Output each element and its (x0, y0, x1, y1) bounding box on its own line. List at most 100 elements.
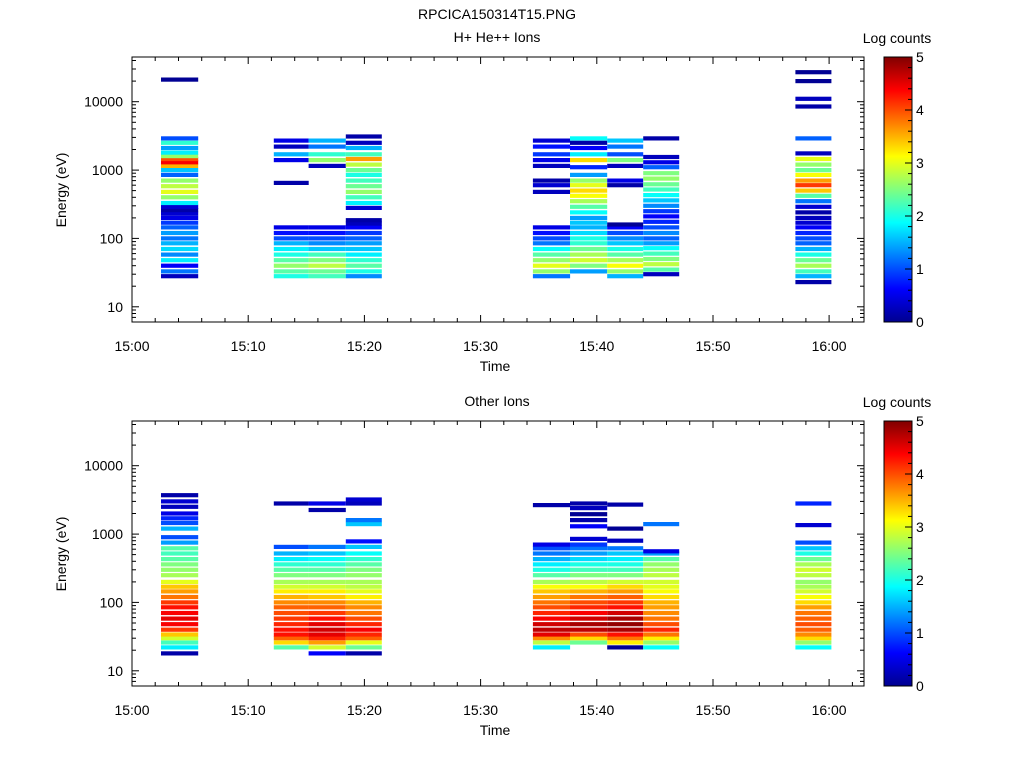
heatmap-cell (607, 502, 644, 507)
heatmap-cell (795, 204, 832, 209)
x-axis: 15:00 15:10 15:20 15:30 15:40 15:50 16:00 (114, 421, 853, 718)
x-tick-label: 15:40 (579, 338, 614, 354)
heatmap-cell (570, 518, 608, 523)
heatmap-cell (308, 258, 346, 263)
colorbar (883, 420, 913, 687)
heatmap-cell (345, 172, 382, 177)
heatmap-cell (273, 557, 309, 562)
heatmap-cell (795, 136, 832, 141)
heatmap-cell (570, 627, 608, 632)
heatmap-cell (607, 269, 644, 274)
heatmap-cell (795, 193, 832, 198)
y-tick-label: 100 (100, 594, 124, 610)
heatmap-cell (643, 610, 680, 616)
heatmap-cell (308, 252, 346, 257)
heatmap-cell (273, 622, 309, 627)
heatmap-cell (795, 600, 832, 605)
heatmap-cell (532, 138, 571, 143)
heatmap-cell (570, 589, 608, 594)
heatmap-cell (795, 220, 832, 225)
heatmap-cell (273, 645, 309, 650)
heatmap-cell (345, 610, 382, 616)
heatmap-cell (161, 150, 199, 155)
heatmap-cell (532, 274, 571, 279)
heatmap-cell (570, 246, 608, 252)
heatmap-cell (161, 225, 199, 230)
heatmap-cell (570, 610, 608, 616)
heatmap-cell (643, 272, 680, 277)
heatmap-cell (570, 269, 608, 274)
heatmap-cell (570, 551, 608, 556)
heatmap-cell (161, 600, 199, 605)
heatmap-cell (161, 208, 199, 213)
heatmap-cell (643, 557, 680, 562)
heatmap-cell (607, 640, 644, 645)
heatmap-cell (161, 220, 199, 225)
heatmap-cell (345, 522, 382, 527)
x-tick-label: 15:20 (347, 702, 382, 718)
heatmap-cell (308, 269, 346, 274)
heatmap-cell (570, 557, 608, 562)
heatmap-cell (795, 199, 832, 204)
heatmap-cell (570, 215, 608, 220)
heatmap-cell (161, 540, 199, 545)
heatmap-cell (532, 589, 571, 594)
heatmap-cell (161, 616, 199, 621)
heatmap-cell (161, 520, 199, 526)
heatmap-cell (161, 145, 199, 151)
heatmap-cell (607, 178, 644, 183)
heatmap-cell (345, 636, 382, 641)
heatmap-cell (643, 219, 680, 224)
x-axis-label: Time (480, 722, 511, 738)
heatmap-cell (607, 551, 644, 556)
y-axis: 10 100 1000 10000 (84, 424, 864, 687)
heatmap-cell (345, 162, 382, 167)
heatmap-cell (795, 172, 832, 177)
heatmap-cell (161, 636, 199, 641)
heatmap-cell (273, 584, 309, 589)
heatmap-cell (273, 274, 309, 279)
heatmap-cell (161, 189, 199, 194)
heatmap-cell (607, 610, 644, 616)
heatmap-cell (308, 627, 346, 632)
heatmap-cell (570, 220, 608, 225)
heatmap-cell (273, 600, 309, 605)
heatmap-cell (308, 605, 346, 610)
heatmap-cell (345, 544, 382, 549)
heatmap-cell (643, 605, 680, 610)
heatmap-cell (273, 236, 309, 241)
heatmap-cell (795, 241, 832, 246)
heatmap-cell (607, 241, 644, 246)
heatmap-cell (345, 205, 382, 210)
colorbar-label: Log counts (863, 30, 932, 46)
heatmap-cell (308, 274, 346, 279)
heatmap-cell (273, 605, 309, 610)
heatmap-cell (161, 215, 199, 220)
colorbar-tick-label: 3 (916, 519, 924, 535)
heatmap-cell (570, 562, 608, 567)
heatmap-cell (795, 104, 832, 109)
heatmap-cell (161, 156, 199, 162)
heatmap-cell (345, 551, 382, 556)
heatmap-cell (161, 622, 199, 627)
x-tick-label: 15:00 (114, 702, 149, 718)
heatmap-cell (161, 258, 199, 263)
heatmap-cell (532, 616, 571, 621)
heatmap-cell (345, 640, 382, 645)
heatmap-cell (345, 567, 382, 572)
heatmap-cell (308, 567, 346, 572)
colorbar (883, 56, 913, 323)
heatmap-cell (607, 589, 644, 594)
heatmap-cell (532, 241, 571, 246)
heatmap-cell (308, 573, 346, 578)
heatmap-cell (273, 230, 309, 236)
heatmap-cell (345, 156, 382, 162)
heatmap-cell (273, 627, 309, 632)
heatmap-cell (795, 540, 832, 545)
heatmap-cell (570, 263, 608, 268)
heatmap-cell (308, 557, 346, 562)
heatmap-cell (161, 163, 199, 168)
heatmap-cell (273, 138, 309, 143)
heatmap-cell (161, 160, 199, 165)
heatmap-cell (607, 274, 644, 279)
